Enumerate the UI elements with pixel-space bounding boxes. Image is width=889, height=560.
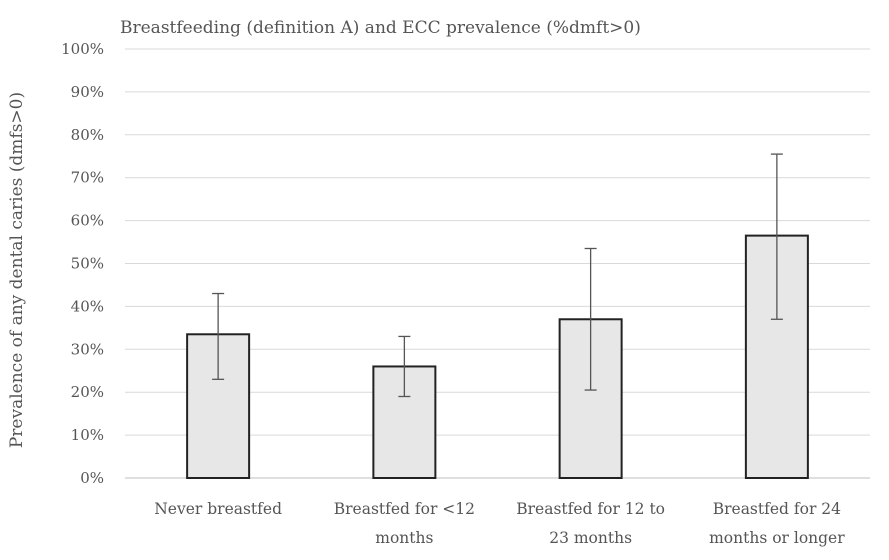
- y-tick-label: 30%: [71, 340, 104, 358]
- error-bar: [770, 153, 783, 320]
- x-tick-label: Breastfed for 12 to 23 months: [516, 500, 665, 547]
- y-tick-label: 0%: [80, 469, 104, 487]
- error-bar: [212, 292, 225, 380]
- chart-title: Breastfeeding (definition A) and ECC pre…: [120, 18, 641, 38]
- x-tick-label: Never breastfed: [154, 500, 282, 518]
- y-tick-label: 20%: [71, 383, 104, 401]
- error-bar: [398, 335, 411, 398]
- y-tick-label: 10%: [71, 426, 104, 444]
- x-tick-label: Breastfed for 24 months or longer: [709, 500, 845, 547]
- x-tick-label: Breastfed for <12 months: [334, 500, 475, 547]
- y-axis-label: Prevalence of any dental caries (dmfs>0): [7, 92, 27, 448]
- y-tick-label: 90%: [71, 83, 104, 101]
- y-tick-label: 70%: [71, 169, 104, 187]
- y-axis-ticks: 0% 10% 20% 30% 40% 50% 60% 70% 80% 90% 100%: [61, 40, 104, 487]
- error-bar: [584, 247, 597, 391]
- x-axis-ticks: Never breastfed Breastfed for <12 months Br…: [154, 500, 845, 547]
- y-tick-label: 40%: [71, 297, 104, 315]
- y-tick-label: 60%: [71, 212, 104, 230]
- bars: [186, 234, 809, 479]
- y-tick-label: 50%: [71, 255, 104, 273]
- error-bars: [212, 153, 783, 398]
- y-tick-label: 80%: [71, 126, 104, 144]
- y-tick-label: 100%: [61, 40, 104, 58]
